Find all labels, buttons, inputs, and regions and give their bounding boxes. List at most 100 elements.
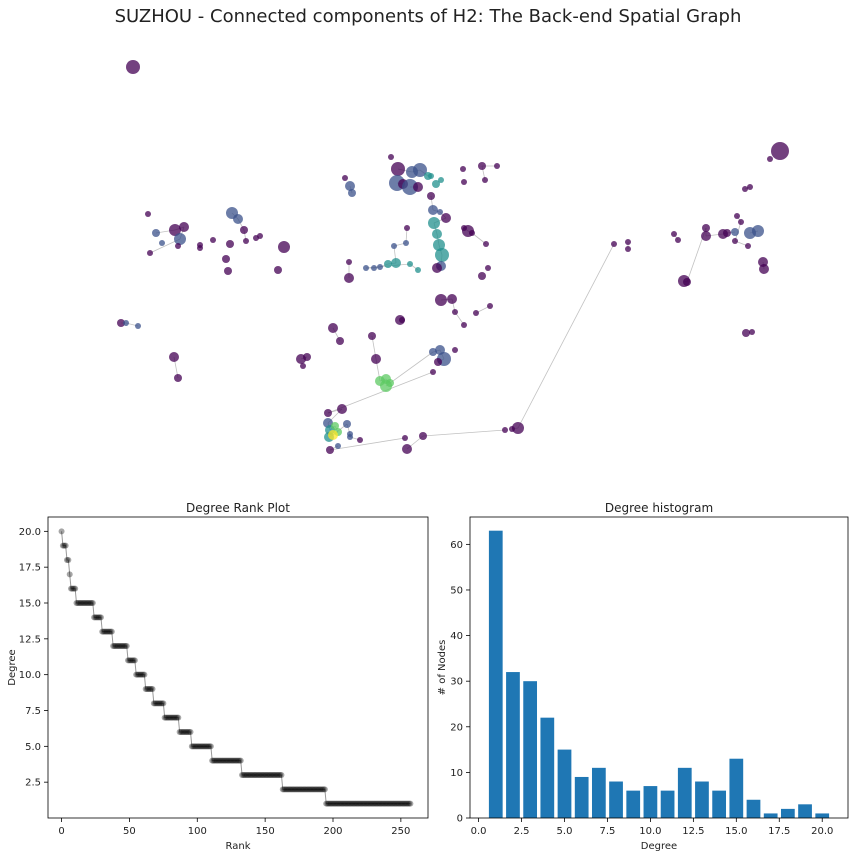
rank-point (118, 643, 125, 649)
rank-point (256, 772, 263, 778)
rank-point (70, 585, 77, 592)
rank-point (328, 800, 335, 807)
graph-node (430, 369, 436, 375)
rank-point (232, 757, 239, 764)
rank-y-tick-label: 12.5 (19, 634, 41, 645)
rank-point (320, 786, 327, 793)
graph-node (126, 60, 140, 74)
rank-point (169, 714, 176, 721)
graph-node (747, 184, 753, 190)
rank-point (285, 786, 292, 793)
graph-node (243, 238, 249, 244)
graph-node (742, 186, 748, 192)
rank-point (392, 800, 399, 807)
rank-point (393, 800, 400, 807)
graph-edge (385, 351, 434, 387)
graph-node (391, 162, 405, 176)
rank-point (178, 729, 184, 735)
rank-point (210, 757, 217, 764)
graph-node (222, 255, 230, 263)
graph-node (671, 231, 677, 237)
rank-point (350, 800, 357, 807)
rank-point (163, 714, 170, 721)
rank-line (61, 531, 411, 805)
rank-point (97, 614, 104, 621)
rank-point (218, 757, 225, 764)
rank-point (354, 800, 361, 807)
rank-point (153, 700, 160, 707)
rank-point (233, 757, 240, 764)
rank-point (266, 772, 273, 778)
rank-point (125, 657, 132, 664)
graph-node (731, 228, 739, 236)
rank-y-tick-label: 20.0 (19, 527, 41, 538)
rank-point (149, 686, 156, 692)
graph-node (435, 248, 449, 262)
histogram-bar (798, 804, 812, 818)
rank-point (121, 643, 127, 649)
graph-node (742, 329, 750, 337)
graph-node (749, 329, 755, 335)
rank-point (297, 786, 304, 793)
graph-node (278, 241, 290, 253)
graph-node (371, 354, 381, 364)
rank-point (80, 600, 87, 606)
rank-point (201, 743, 208, 750)
graph-node (478, 272, 486, 280)
rank-point (129, 657, 136, 664)
rank-point (406, 800, 412, 807)
graph-node (452, 309, 458, 315)
graph-node (432, 229, 442, 239)
rank-point (228, 757, 235, 764)
graph-node (734, 213, 740, 219)
rank-point (142, 686, 149, 692)
rank-point (258, 772, 265, 778)
rank-point (84, 600, 91, 606)
rank-point (140, 671, 146, 678)
rank-point (69, 585, 76, 592)
histogram-bar (712, 790, 727, 818)
rank-point (74, 600, 81, 606)
rank-point (404, 800, 411, 807)
rank-point (214, 757, 221, 764)
rank-point (349, 800, 355, 807)
rank-point (327, 800, 334, 807)
rank-plot-title: Degree Rank Plot (186, 501, 290, 515)
rank-point (277, 772, 284, 778)
rank-point (312, 786, 319, 793)
rank-point (351, 800, 358, 807)
rank-point (202, 743, 209, 750)
rank-point (308, 786, 315, 793)
rank-point (137, 671, 144, 678)
rank-point (331, 800, 338, 807)
rank-point (388, 800, 395, 807)
histogram-y-tick-label: 40 (450, 631, 463, 642)
histogram-bar (643, 786, 658, 818)
rank-point (226, 757, 233, 764)
graph-node (483, 241, 489, 247)
histogram-title: Degree histogram (605, 501, 713, 515)
rank-point (237, 757, 244, 764)
graph-node (357, 437, 363, 443)
histogram-y-axis-label: # of Nodes (437, 640, 448, 696)
graph-node (487, 303, 493, 309)
histogram-bar (815, 813, 830, 818)
rank-point (376, 800, 383, 807)
rank-point (77, 600, 84, 606)
rank-point (260, 772, 267, 778)
network-graph (117, 60, 789, 454)
rank-point (347, 800, 354, 807)
rank-point (184, 729, 191, 735)
rank-point (171, 714, 178, 721)
graph-node (625, 239, 631, 245)
rank-point (353, 800, 360, 807)
graph-node (434, 358, 442, 366)
rank-point (267, 772, 274, 778)
rank-point (244, 772, 251, 778)
histogram-bar (780, 808, 795, 818)
rank-point (183, 729, 190, 735)
graph-node (428, 205, 438, 215)
graph-node (413, 163, 427, 177)
rank-point (391, 800, 398, 807)
rank-point (362, 800, 369, 807)
